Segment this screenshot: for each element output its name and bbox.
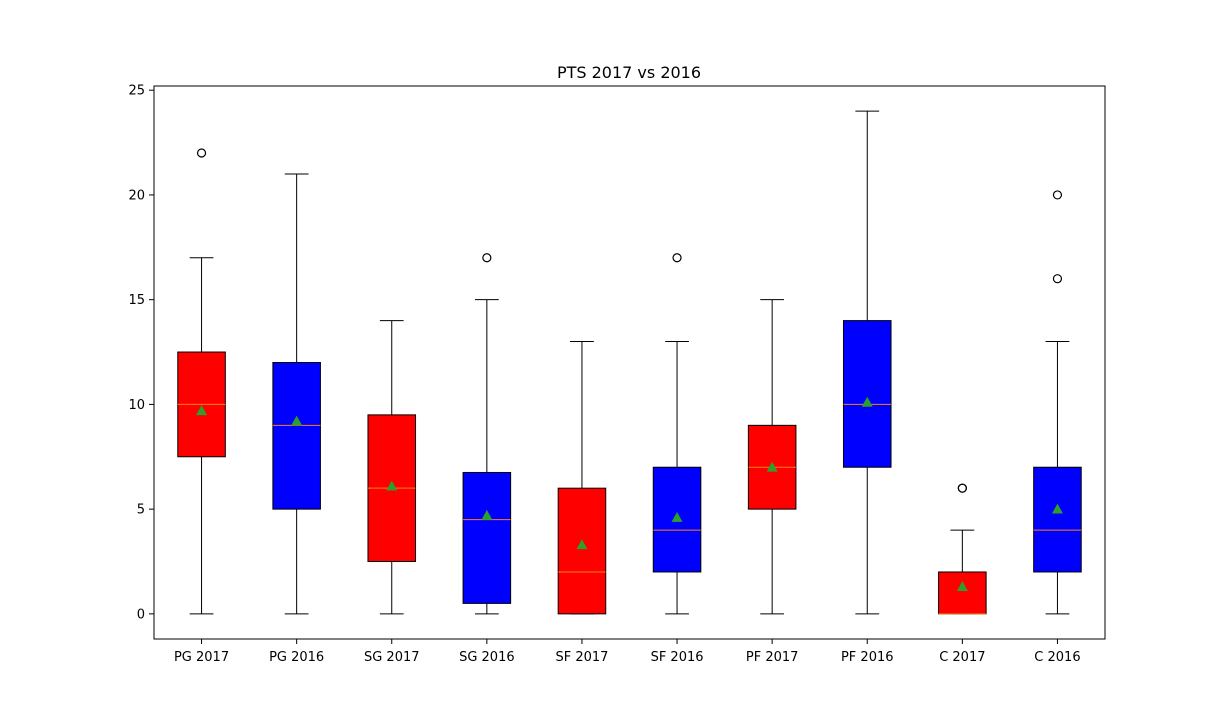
mean-marker (386, 480, 398, 491)
box (1033, 466, 1082, 573)
box (842, 320, 892, 468)
x-tick-label: SG 2016 (459, 650, 515, 665)
x-tick-label: PG 2017 (174, 650, 229, 665)
mean-marker (1051, 503, 1063, 514)
x-tick-label: PG 2016 (269, 650, 324, 665)
outlier-point (957, 483, 967, 493)
chart-title: PTS 2017 vs 2016 (557, 63, 701, 82)
plot-frame (153, 85, 1106, 640)
box (557, 487, 607, 615)
mean-marker (481, 509, 493, 520)
outlier-point (1052, 190, 1063, 200)
outlier-point (196, 148, 207, 158)
mean-marker (576, 539, 588, 550)
x-tick-label: C 2016 (1034, 650, 1080, 665)
mean-marker (671, 512, 683, 522)
box (272, 362, 321, 510)
x-tick-label: SG 2017 (364, 650, 420, 665)
x-tick-label: C 2017 (939, 650, 985, 665)
y-tick-label: 10 (128, 398, 145, 413)
x-tick-label: PF 2017 (746, 650, 799, 665)
outlier-point (482, 253, 492, 263)
y-tick-label: 15 (128, 293, 145, 308)
box (938, 571, 987, 615)
box (462, 471, 512, 604)
y-tick-label: 20 (128, 188, 145, 203)
y-tick-label: 25 (128, 84, 145, 99)
x-tick-label: SF 2016 (651, 650, 704, 665)
x-tick-label: SF 2017 (555, 650, 608, 665)
mean-marker (196, 405, 208, 416)
y-tick-label: 5 (137, 503, 145, 518)
outlier-point (672, 253, 682, 263)
mean-marker (291, 415, 303, 426)
plot-area: 0 5 10 15 20 25 PG 2017 PG 2016 SG 2017 SG 2016 SF… (128, 84, 1082, 665)
mean-marker (861, 396, 873, 407)
mean-marker (956, 581, 968, 592)
mean-marker (766, 461, 778, 472)
outlier-point (1052, 274, 1063, 284)
y-tick-label: 0 (137, 607, 145, 622)
x-tick-label: PF 2016 (841, 650, 894, 665)
